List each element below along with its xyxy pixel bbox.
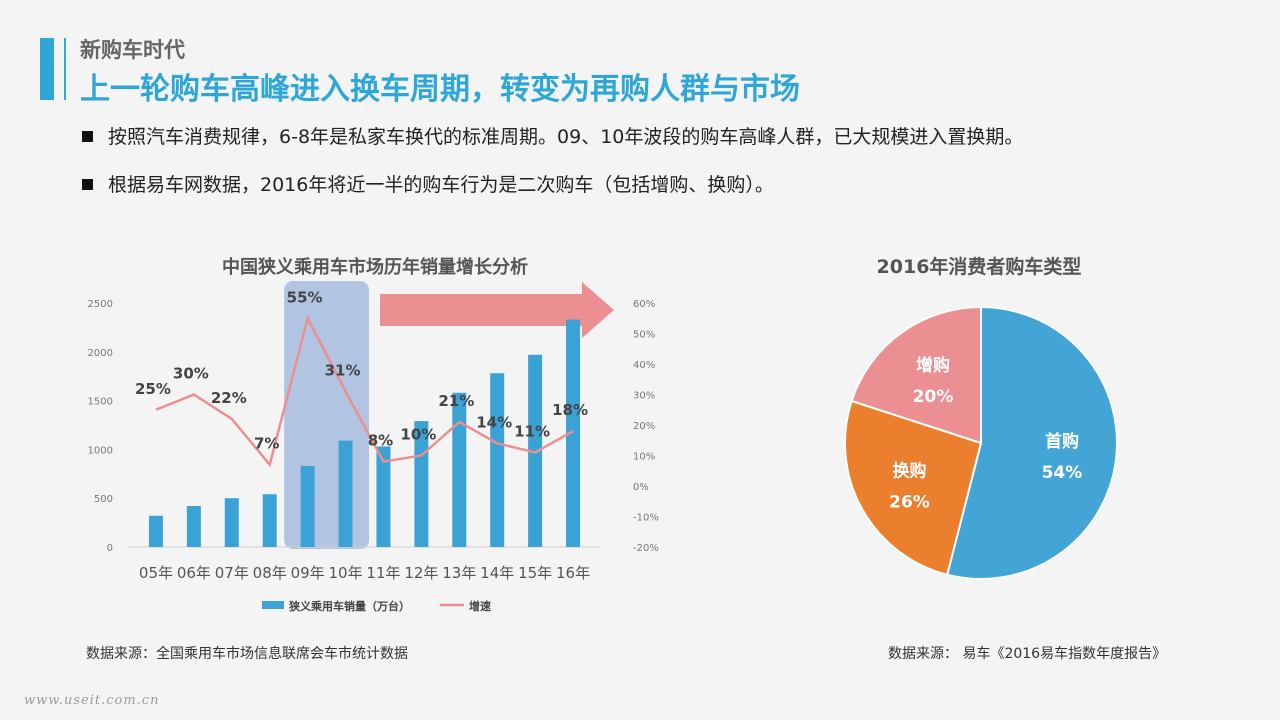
right-axis-ticks: -20% -10% 0% 10% 20% 30% 40% 50% 60% <box>633 299 659 554</box>
left-axis-ticks: 0 500 1000 1500 2000 2500 <box>88 299 113 554</box>
growth-data-label: 25% <box>135 380 171 398</box>
pie-slice-label: 增购 <box>916 355 950 376</box>
y2-tick-label: -10% <box>633 513 659 524</box>
growth-data-label: 55% <box>287 288 323 306</box>
x-tick-label: 11年 <box>366 564 400 582</box>
x-tick-label: 16年 <box>556 564 590 582</box>
pie-labels: 首购 54% 换购 26% 增购 20% <box>889 355 1082 512</box>
legend-line-label: 增速 <box>469 599 491 613</box>
x-tick-label: 10年 <box>328 564 362 582</box>
legend-bar-swatch <box>262 601 284 609</box>
growth-data-label: 7% <box>254 435 279 453</box>
y2-tick-label: 40% <box>633 360 655 371</box>
chart-title: 中国狭义乘用车市场历年销量增长分析 <box>222 256 528 278</box>
bar <box>148 515 163 547</box>
y2-tick-label: 50% <box>633 330 655 341</box>
growth-arrow-icon <box>380 282 614 338</box>
bar <box>186 506 201 547</box>
bar <box>566 319 581 547</box>
watermark: www.useit.com.cn <box>24 693 160 708</box>
growth-data-label: 21% <box>438 392 474 410</box>
growth-labels: 25%30%22% 7% 55% 31% 8% 10%21%14%11%18% <box>135 288 588 452</box>
y2-tick-label: -20% <box>633 543 659 554</box>
x-tick-label: 06年 <box>177 564 211 582</box>
buyer-type-pie-chart: 2016年消费者购车类型 首购 54% 换购 26% 增购 20% <box>844 255 1118 580</box>
pie-slice-label: 首购 <box>1045 431 1079 452</box>
title-accent-line <box>64 38 66 100</box>
growth-data-label: 22% <box>211 389 247 407</box>
y2-tick-label: 60% <box>633 299 655 310</box>
x-tick-label: 13年 <box>442 564 476 582</box>
highlight-box <box>284 281 370 549</box>
page-title: 上一轮购车高峰进入换车周期，转变为再购人群与市场 <box>80 72 800 107</box>
pie-slice <box>850 305 982 445</box>
x-tick-label: 12年 <box>404 564 438 582</box>
growth-data-label: 14% <box>476 413 512 431</box>
sales-growth-chart: 中国狭义乘用车市场历年销量增长分析 0 500 1000 1500 2000 2500 -… <box>88 256 659 613</box>
y-tick-label: 1500 <box>88 397 113 408</box>
x-tick-label: 05年 <box>139 564 173 582</box>
data-source-left: 数据来源：全国乘用车市场信息联席会车市统计数据 <box>86 646 408 662</box>
x-axis-labels: 05年 06年 07年 08年 09年 10年 11年 12年 13年 14年 15年 16年 <box>139 564 590 582</box>
bullet-item: 按照汽车消费规律，6-8年是私家车换代的标准周期。09、10年波段的购车高峰人群… <box>81 124 1023 172</box>
bar <box>300 465 315 547</box>
pie-slice-percent: 20% <box>913 387 954 407</box>
x-tick-label: 15年 <box>518 564 552 582</box>
x-tick-label: 09年 <box>291 564 325 582</box>
bar <box>338 440 353 547</box>
bar <box>528 354 543 547</box>
pie-slice-label: 换购 <box>892 460 926 481</box>
growth-data-label: 31% <box>325 361 361 379</box>
growth-data-label: 30% <box>173 365 209 383</box>
legend-bar-label: 狭义乘用车销量（万台） <box>288 599 410 613</box>
pie-slice-percent: 26% <box>889 492 930 512</box>
y-tick-label: 2000 <box>88 348 113 359</box>
growth-line <box>155 314 574 468</box>
title-accent-bar <box>40 38 54 100</box>
y2-tick-label: 30% <box>633 391 655 402</box>
y-tick-label: 0 <box>107 543 113 554</box>
bullet-item: 根据易车网数据，2016年将近一半的购车行为是二次购车（包括增购、换购）。 <box>81 172 1023 220</box>
y2-tick-label: 0% <box>633 482 649 493</box>
growth-data-label: 11% <box>514 422 550 440</box>
bar-series <box>148 319 581 547</box>
pie-slices <box>844 305 1118 580</box>
y2-tick-label: 20% <box>633 421 655 432</box>
pie-title: 2016年消费者购车类型 <box>877 255 1082 278</box>
growth-data-label: 10% <box>400 426 436 444</box>
chart-legend: 狭义乘用车销量（万台） 增速 <box>262 599 491 613</box>
x-tick-label: 08年 <box>253 564 287 582</box>
pie-slice <box>844 399 983 576</box>
x-tick-label: 14年 <box>480 564 514 582</box>
data-source-right: 数据来源： 易车《2016易车指数年度报告》 <box>888 646 1167 662</box>
pie-slice-percent: 54% <box>1042 463 1083 483</box>
growth-data-label: 8% <box>368 432 393 450</box>
y-tick-label: 1000 <box>88 445 113 456</box>
bar <box>452 392 467 547</box>
bullet-list: 按照汽车消费规律，6-8年是私家车换代的标准周期。09、10年波段的购车高峰人群… <box>81 124 1023 220</box>
x-tick-label: 07年 <box>215 564 249 582</box>
bar <box>490 373 505 547</box>
growth-data-label: 18% <box>552 401 588 419</box>
y-tick-label: 500 <box>94 494 113 505</box>
section-subtitle: 新购车时代 <box>80 38 185 62</box>
y2-tick-label: 10% <box>633 452 655 463</box>
bar <box>376 446 391 547</box>
bar <box>224 498 239 547</box>
y-tick-label: 2500 <box>88 299 113 310</box>
pie-slice <box>945 305 1118 580</box>
bar <box>262 494 277 547</box>
